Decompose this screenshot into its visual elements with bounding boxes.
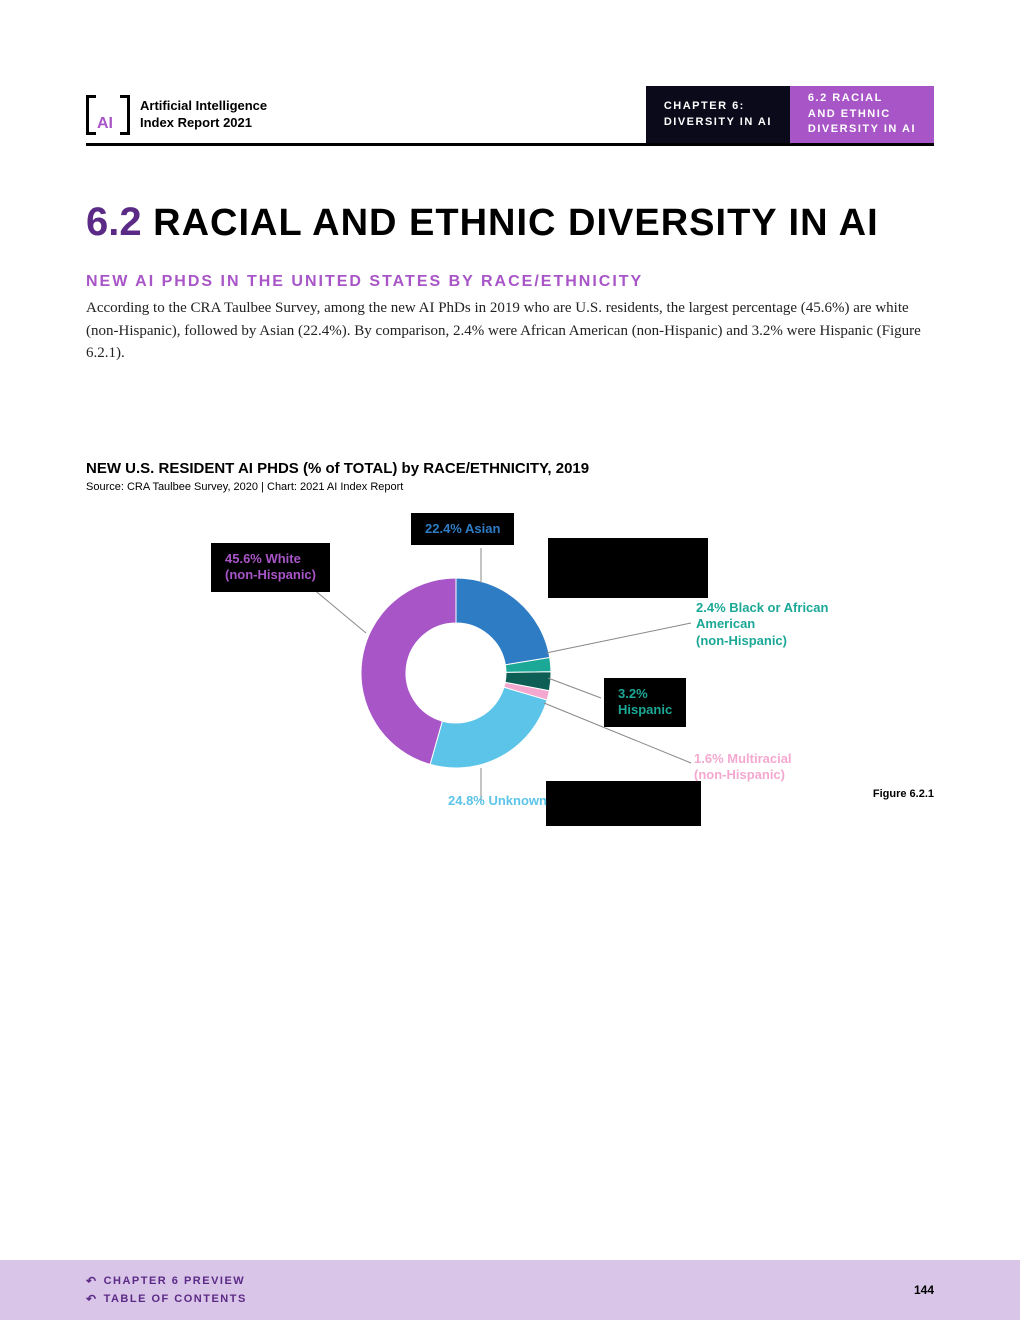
label-black: 2.4% Black or African American (non-Hisp… xyxy=(696,600,828,651)
label-hispanic: 3.2% Hispanic xyxy=(604,678,686,728)
chart-area: NEW U.S. RESIDENT AI PHDS (% of TOTAL) b… xyxy=(86,460,934,853)
section-number: 6.2 xyxy=(86,200,142,244)
back-arrow-icon: ↶ xyxy=(86,1292,98,1306)
chart-source: Source: CRA Taulbee Survey, 2020 | Chart… xyxy=(86,481,934,493)
footer-links: ↶ CHAPTER 6 PREVIEW ↶ TABLE OF CONTENTS xyxy=(86,1274,247,1306)
label-multiracial: 1.6% Multiracial (non-Hispanic) xyxy=(694,751,792,785)
tab-chapter[interactable]: CHAPTER 6: DIVERSITY IN AI xyxy=(646,86,790,143)
header-tabs: CHAPTER 6: DIVERSITY IN AI 6.2 RACIAL AN… xyxy=(646,86,934,143)
body-paragraph: According to the CRA Taulbee Survey, amo… xyxy=(86,297,934,365)
label-unknown: 24.8% Unknown xyxy=(448,793,547,810)
page-footer: ↶ CHAPTER 6 PREVIEW ↶ TABLE OF CONTENTS … xyxy=(0,1260,1020,1320)
section-heading: 6.2 RACIAL AND ETHNIC DIVERSITY IN AI xyxy=(86,200,934,245)
donut-chart-container: 45.6% White (non-Hispanic) 22.4% Asian 2… xyxy=(86,513,934,853)
chapter-preview-link[interactable]: ↶ CHAPTER 6 PREVIEW xyxy=(86,1274,247,1288)
page-header: AI Artificial Intelligence Index Report … xyxy=(86,86,934,146)
section-title: RACIAL AND ETHNIC DIVERSITY IN AI xyxy=(142,202,879,244)
figure-label: Figure 6.2.1 xyxy=(873,788,934,800)
back-arrow-icon: ↶ xyxy=(86,1274,98,1288)
label-asian: 22.4% Asian xyxy=(411,513,514,546)
page-number: 144 xyxy=(914,1283,934,1297)
subsection-title: NEW AI PHDS IN THE UNITED STATES BY RACE… xyxy=(86,273,934,291)
black-box-1 xyxy=(548,538,708,598)
header-left: AI Artificial Intelligence Index Report … xyxy=(86,86,646,143)
toc-link[interactable]: ↶ TABLE OF CONTENTS xyxy=(86,1292,247,1306)
ai-logo: AI xyxy=(86,95,130,135)
chart-title: NEW U.S. RESIDENT AI PHDS (% of TOTAL) b… xyxy=(86,460,934,477)
logo-text: AI xyxy=(97,115,113,133)
content: 6.2 RACIAL AND ETHNIC DIVERSITY IN AI NE… xyxy=(86,200,934,853)
tab-section[interactable]: 6.2 RACIAL AND ETHNIC DIVERSITY IN AI xyxy=(790,86,934,143)
label-white: 45.6% White (non-Hispanic) xyxy=(211,543,330,593)
black-box-2 xyxy=(546,781,701,826)
report-title: Artificial Intelligence Index Report 202… xyxy=(140,98,267,132)
